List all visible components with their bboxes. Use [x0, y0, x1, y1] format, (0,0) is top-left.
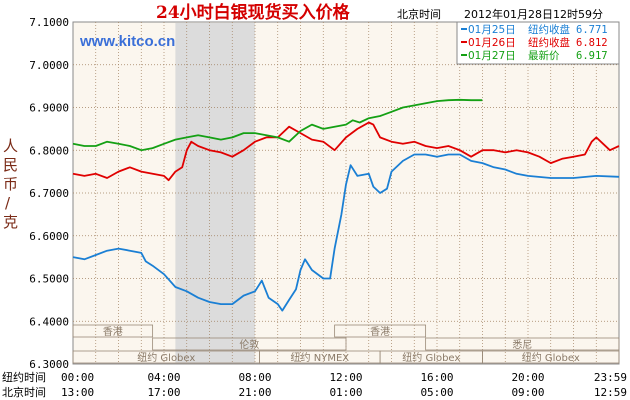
session-label: 纽约 Globex: [137, 351, 195, 364]
x-tick-label: 05:00: [420, 386, 453, 399]
x-tick-label: 09:00: [511, 386, 544, 399]
series-line: [72, 121, 620, 182]
y-tick-label: 6.3000: [29, 358, 69, 371]
series-line: [72, 98, 483, 152]
y-tick-label: 6.9000: [29, 102, 69, 115]
legend-date: 01月27日: [468, 50, 516, 62]
x-tick-labels: 纽约时间 00:00 04:00 08:00 12:00 16:00 20:00 23:59 北…: [2, 370, 627, 399]
legend-date: 01月26日: [468, 37, 516, 49]
legend-value: 6.771: [576, 24, 608, 36]
session-band: [482, 350, 620, 364]
x-tick-label: 04:00: [147, 371, 180, 384]
session-band: [334, 324, 427, 338]
y-tick-label: 7.0000: [29, 59, 69, 72]
legend-date: 01月25日: [468, 24, 516, 36]
y-tick-label: 6.8000: [29, 144, 69, 157]
legend-text: 纽约收盘: [528, 36, 570, 49]
beijing-time-label: 北京时间: [397, 7, 441, 21]
x-tick-label: 17:00: [147, 386, 180, 399]
timestamp: 2012年01月28日12时59分: [464, 7, 603, 21]
x-tick-label: 01:00: [329, 386, 362, 399]
x-axis-row-label: 北京时间: [2, 385, 46, 399]
y-tick-label: 6.7000: [29, 187, 69, 200]
x-tick-label: 23:59: [594, 371, 627, 384]
session-label: 纽约 Globex: [402, 351, 460, 364]
y-tick-label: 6.4000: [29, 315, 69, 328]
x-axis-row-label: 纽约时间: [2, 370, 46, 384]
session-band: [425, 337, 620, 351]
y-tick-label: 6.5000: [29, 273, 69, 286]
series-line: [72, 153, 620, 312]
watermark: www.kitco.cn: [79, 33, 175, 50]
legend: 01月25日 纽约收盘 6.771 01月26日 纽约收盘 6.812 01月27日 最新价 6…: [456, 21, 620, 65]
x-tick-label: 16:00: [420, 371, 453, 384]
session-label: 伦敦: [239, 338, 259, 351]
x-tick-label: 12:59: [594, 386, 627, 399]
session-label: 香港: [370, 326, 390, 338]
chart-title: 24小时白银现货买入价格: [156, 2, 351, 23]
price-series: [72, 98, 620, 312]
x-tick-label: 13:00: [61, 386, 94, 399]
session-band: [152, 337, 347, 351]
session-label: 纽约 Globex: [522, 351, 580, 364]
grid-lines: [73, 22, 619, 364]
y-axis-label: 人 民 币 / 克: [3, 137, 23, 231]
session-label: 悉尼: [512, 339, 532, 351]
legend-text: 最新价: [528, 49, 560, 62]
x-tick-label: 08:00: [238, 371, 271, 384]
legend-text: 纽约收盘: [528, 23, 570, 36]
x-tick-label: 20:00: [511, 371, 544, 384]
x-tick-label: 00:00: [61, 371, 94, 384]
y-tick-label: 7.1000: [29, 16, 69, 29]
session-label: 纽约 NYMEX: [291, 351, 350, 364]
legend-value: 6.812: [576, 37, 608, 49]
legend-box: [456, 21, 620, 65]
session-band: [72, 324, 154, 338]
y-tick-label: 6.6000: [29, 230, 69, 243]
session-label: 香港: [103, 326, 123, 338]
legend-value: 6.917: [576, 50, 608, 62]
y-tick-labels: 7.1000 7.0000 6.9000 6.8000 6.7000 6.6000 6.50…: [29, 16, 69, 371]
x-tick-label: 12:00: [329, 371, 362, 384]
x-tick-label: 21:00: [238, 386, 271, 399]
